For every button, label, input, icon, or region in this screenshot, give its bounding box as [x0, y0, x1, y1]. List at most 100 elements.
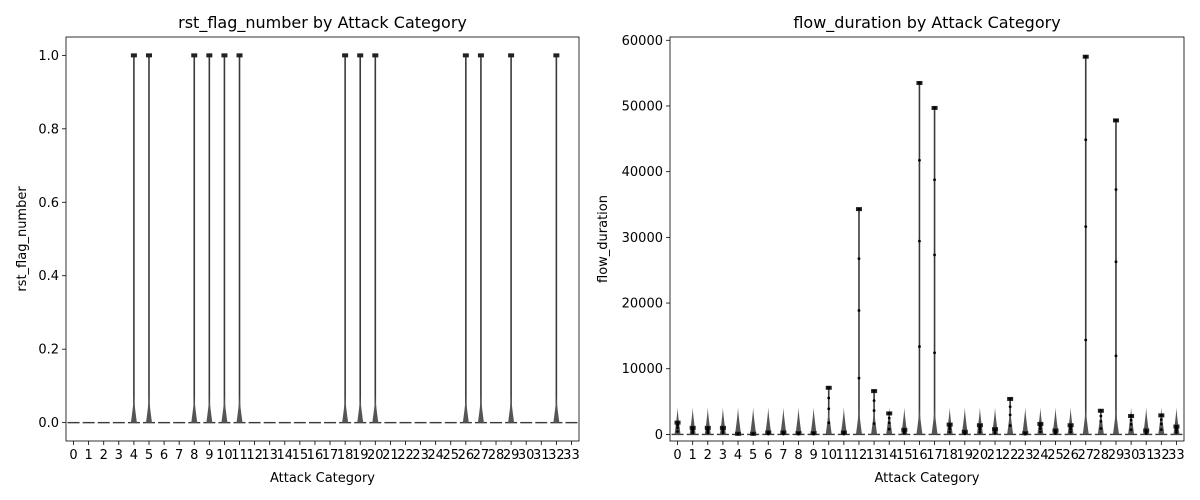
violin-point [887, 416, 891, 420]
violin-point [978, 430, 982, 434]
violin-cat-10 [218, 53, 231, 424]
violin-point [766, 431, 770, 434]
violin-body [795, 406, 802, 435]
violin-point [1069, 430, 1073, 434]
violin-point [1084, 55, 1088, 59]
violin-point [948, 427, 952, 431]
x-tick-label: 27 [1077, 448, 1094, 463]
x-tick-label: 29 [1108, 448, 1125, 463]
violin-point [948, 425, 952, 429]
x-tick-label: 0 [69, 448, 77, 463]
violin-body [901, 406, 908, 435]
violin-point [1114, 188, 1118, 191]
x-tick-label: 17 [322, 448, 339, 463]
violin-cat-30 [1125, 406, 1138, 436]
x-tick-label: 16 [307, 448, 324, 463]
violin-max-marker [372, 53, 379, 58]
violin-body [462, 394, 469, 423]
x-tick-label: 1 [689, 448, 697, 463]
violin-body [871, 406, 878, 435]
violin-point [948, 423, 952, 426]
violin-body [810, 406, 817, 435]
x-tick-label: 4 [130, 448, 138, 463]
y-tick-label: 0.0 [38, 416, 59, 431]
x-tick-label: 31 [1138, 448, 1155, 463]
violin-point [872, 399, 876, 403]
violin-point [706, 426, 710, 430]
violin-point [827, 421, 831, 425]
y-tick-label: 0.2 [38, 343, 59, 358]
y-tick-label: 0.4 [38, 269, 59, 284]
x-tick-label: 21 [382, 448, 399, 463]
violin-body [206, 394, 213, 423]
violin-cat-19 [354, 53, 367, 424]
violin-point [1084, 338, 1088, 342]
violin-point [676, 423, 679, 427]
x-tick-label: 22 [397, 448, 414, 463]
violin-cat-29 [505, 53, 518, 424]
violin-point [781, 431, 785, 434]
y-axis-label: flow_duration [596, 195, 611, 283]
violin-cat-7 [777, 406, 790, 436]
violin-cat-15 [898, 406, 911, 436]
violin-max-marker [477, 53, 484, 58]
violin-point [1144, 429, 1148, 432]
violin-body [553, 394, 560, 423]
violin-max-marker [221, 53, 228, 58]
y-tick-label: 40000 [622, 165, 663, 180]
violin-cat-5 [142, 53, 155, 424]
violin-body [357, 394, 364, 423]
chart-title: rst_flag_number by Attack Category [178, 13, 467, 33]
y-tick-label: 20000 [622, 297, 663, 312]
x-tick-label: 26 [1062, 448, 1079, 463]
violin-point [1038, 427, 1042, 431]
violin-max-marker [191, 53, 198, 58]
violin-cat-27 [474, 53, 487, 424]
violin-point [1114, 119, 1118, 122]
x-tick-label: 27 [473, 448, 490, 463]
violin-point [1175, 431, 1178, 434]
violin-cat-27 [1079, 54, 1092, 436]
x-tick-label: 15 [896, 448, 913, 463]
violin-point [1129, 428, 1133, 432]
x-tick-label: 8 [794, 448, 802, 463]
y-tick-label: 0 [655, 428, 663, 443]
violin-body [372, 394, 379, 423]
x-tick-label: 14 [881, 448, 898, 463]
violin-max-marker [508, 53, 515, 58]
violin-cat-6 [762, 406, 775, 436]
violin-point [948, 430, 952, 434]
violin-point [978, 423, 982, 427]
violin-cat-25 [1049, 406, 1062, 436]
x-axis-label: Attack Category [874, 471, 979, 486]
violin-max-marker [553, 53, 560, 58]
y-tick-label: 0.6 [38, 196, 59, 211]
violin-point [721, 431, 725, 435]
violin-point [872, 409, 876, 412]
x-tick-label: 5 [749, 448, 757, 463]
violin-cat-9 [203, 53, 216, 424]
violin-point [872, 422, 876, 425]
x-tick-label: 32 [548, 448, 565, 463]
violin-cat-21 [989, 406, 1002, 436]
violin-point [857, 207, 861, 211]
violin-body [976, 406, 983, 435]
x-tick-label: 8 [190, 448, 198, 463]
violin-point [887, 427, 891, 431]
violin-cat-28 [1094, 406, 1107, 436]
violin-point [918, 81, 921, 85]
x-tick-label: 16 [911, 448, 928, 463]
x-tick-label: 7 [779, 448, 787, 463]
violin-body [1082, 406, 1089, 435]
violin-body [946, 406, 953, 435]
x-tick-label: 28 [488, 448, 505, 463]
violin-point [918, 345, 921, 348]
x-tick-label: 13 [261, 448, 278, 463]
violin-point [1099, 409, 1103, 413]
violin-point [1099, 414, 1103, 418]
violin-cat-26 [1064, 406, 1077, 436]
violin-point [721, 426, 725, 430]
violin-point [812, 431, 816, 435]
x-tick-label: 9 [809, 448, 817, 463]
